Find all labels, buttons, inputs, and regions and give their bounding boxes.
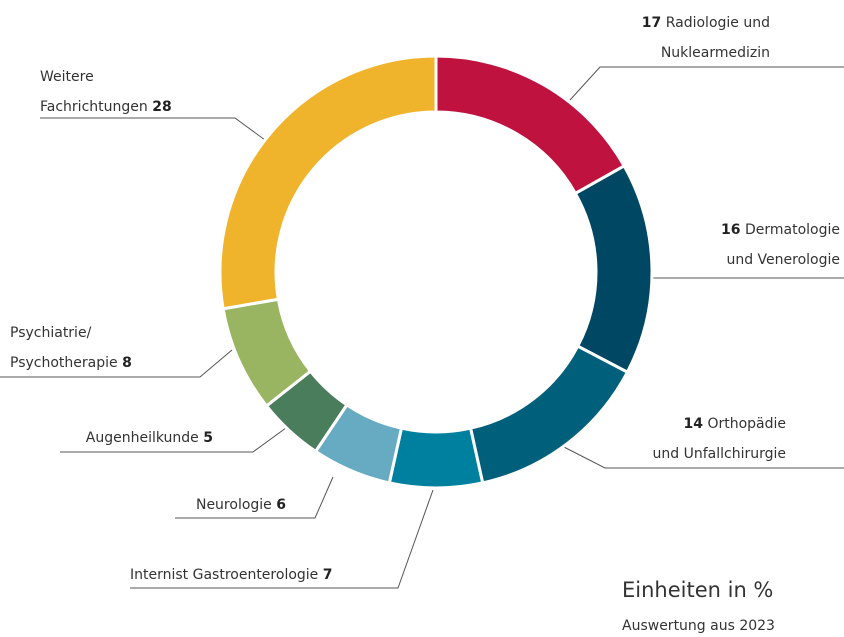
segment-label: Internist Gastroenterologie 7 xyxy=(130,560,333,590)
unit-note: Einheiten in % xyxy=(622,578,774,602)
segment-label: 14 Orthopädie und Unfallchirurgie xyxy=(653,409,786,469)
leader-lines xyxy=(0,66,844,589)
leader-line xyxy=(40,117,266,141)
donut-segment xyxy=(468,344,630,485)
category-name: Psychiatrie/ Psychotherapie xyxy=(10,325,118,371)
category-name: Neurologie xyxy=(195,497,272,513)
leader-line xyxy=(175,476,334,519)
donut-segment xyxy=(434,54,627,196)
segment-label: Neurologie 6 xyxy=(196,490,286,520)
donut-segment xyxy=(387,426,485,490)
segment-label: Weitere Fachrichtungen 28 xyxy=(40,62,172,122)
value-label: 6 xyxy=(276,497,286,513)
segment-label: 17 Radiologie und Nuklearmedizin xyxy=(642,8,770,68)
donut-segment xyxy=(573,163,654,375)
leader-line xyxy=(130,489,434,589)
category-name: Weitere Fachrichtungen xyxy=(40,69,148,115)
category-name: Dermatologie und Venerologie xyxy=(726,222,840,268)
leader-line xyxy=(60,424,291,453)
segment-label: 16 Dermatologie und Venerologie xyxy=(721,215,840,275)
leader-line xyxy=(569,66,844,101)
segment-label: Augenheilkunde 5 xyxy=(86,423,213,453)
value-label: 17 xyxy=(641,15,662,31)
leader-line xyxy=(0,349,233,378)
value-label: 28 xyxy=(152,99,172,115)
source-note: Auswertung aus 2023 xyxy=(622,618,775,634)
value-label: 5 xyxy=(203,430,213,446)
segment-label: Psychiatrie/ Psychotherapie 8 xyxy=(10,318,132,378)
value-label: 7 xyxy=(322,567,333,583)
value-label: 16 xyxy=(721,222,741,238)
category-name: Orthopädie und Unfallchirurgie xyxy=(652,416,786,462)
category-name: Radiologie und Nuklearmedizin xyxy=(660,15,770,61)
donut-segment xyxy=(218,54,438,311)
value-label: 8 xyxy=(122,355,132,371)
category-name: Internist Gastroenterologie xyxy=(130,567,319,583)
value-label: 14 xyxy=(683,416,703,432)
leader-line xyxy=(559,444,844,469)
category-name: Augenheilkunde xyxy=(85,430,199,446)
